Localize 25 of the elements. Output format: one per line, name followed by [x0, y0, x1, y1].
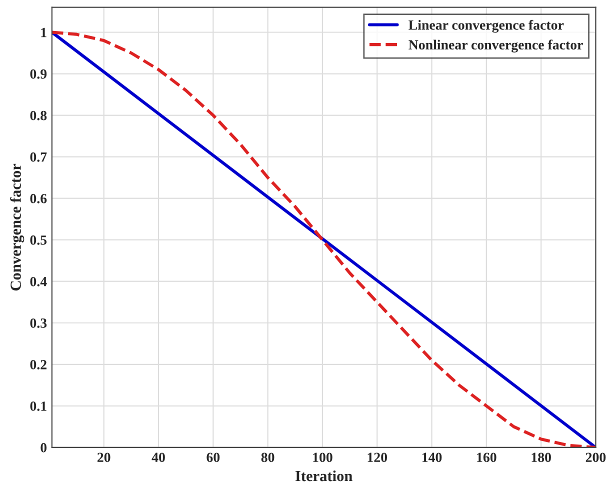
x-tick-label: 80 — [261, 452, 274, 462]
y-tick-label: 0.5 — [30, 235, 47, 245]
x-tick-label: 140 — [422, 452, 442, 462]
y-tick-label: 1 — [41, 28, 46, 38]
y-tick-label: 0.9 — [30, 69, 47, 79]
y-tick-label: 0.1 — [30, 402, 46, 411]
legend-label: Linear convergence factor — [408, 20, 564, 33]
x-tick-label: 120 — [368, 452, 388, 462]
y-tick-label: 0.8 — [30, 110, 47, 120]
y-tick-label: 0 — [40, 443, 47, 452]
y-tick-label: 0.6 — [30, 194, 47, 204]
y-tick-label: 0.2 — [30, 360, 46, 370]
y-tick-label: 0.7 — [30, 152, 47, 162]
y-tick-label: 0.4 — [30, 276, 47, 286]
y-tick-label: 0.3 — [30, 318, 47, 328]
legend-label: Nonlinear convergence factor — [408, 40, 583, 52]
x-tick-label: 180 — [532, 452, 551, 462]
x-tick-label: 40 — [152, 452, 165, 462]
x-tick-label: 60 — [206, 452, 220, 462]
x-tick-label: 160 — [477, 452, 496, 462]
y-axis-title: Convergence factor — [10, 164, 24, 290]
x-tick-label: 20 — [97, 452, 110, 462]
x-axis-title: Iteration — [295, 470, 352, 482]
x-tick-label: 100 — [313, 452, 332, 462]
x-tick-label: 200 — [586, 452, 606, 462]
